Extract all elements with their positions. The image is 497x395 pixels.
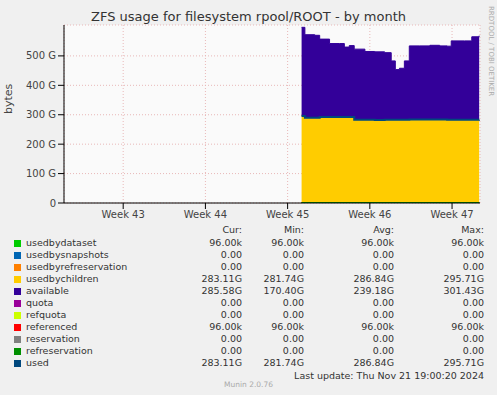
svg-text:400 G: 400 G [26,80,56,91]
html-text:Last update: Thu Nov 21 19:00:: Last update: Thu Nov 21 19:00:20 2024 [294,370,484,381]
html-text:0.00: 0.00 [282,309,304,320]
html-text:96.00k: 96.00k [209,237,242,248]
html-text:0.00: 0.00 [372,297,394,308]
html-text:Munin 2.0.76: Munin 2.0.76 [224,380,273,389]
html-text:0.00: 0.00 [372,261,394,272]
html-text:usedbysnapshots: usedbysnapshots [26,249,109,260]
html-text:Max:: Max: [461,224,484,235]
html-text:0.00: 0.00 [282,249,304,260]
html-text:0.00: 0.00 [462,309,484,320]
html-text:usedbychildren: usedbychildren [26,273,99,284]
html-text:0.00: 0.00 [220,261,242,272]
html-text:0.00: 0.00 [462,261,484,272]
html-text:0.00: 0.00 [282,261,304,272]
html-text:0.00: 0.00 [282,333,304,344]
html-text:usedbyrefreservation: usedbyrefreservation [26,261,128,272]
svg-text:Week 45: Week 45 [266,209,309,220]
html-text:281.74G: 281.74G [263,273,304,284]
html-text:Min:: Min: [283,224,304,235]
svg-text:0: 0 [50,198,56,209]
html-text:Avg:: Avg: [373,224,394,235]
html-text:Cur:: Cur: [222,224,242,235]
html-text:283.11G: 283.11G [201,273,242,284]
svg-text:300 G: 300 G [26,109,56,120]
html-text:96.00k: 96.00k [209,321,242,332]
html-text:available: available [26,285,69,296]
html-text:0.00: 0.00 [282,297,304,308]
html-text:0.00: 0.00 [462,297,484,308]
html-text:ZFS usage for filesystem rpool: ZFS usage for filesystem rpool/ROOT - by… [91,9,406,24]
html-text:used: used [26,357,49,368]
html-text:0.00: 0.00 [220,249,242,260]
html-text:301.43G: 301.43G [443,285,484,296]
svg-text:Week 46: Week 46 [348,209,391,220]
html-text:0.00: 0.00 [462,249,484,260]
html-text:286.84G: 286.84G [353,273,394,284]
html-text:96.00k: 96.00k [271,321,304,332]
html-text:0.00: 0.00 [282,345,304,356]
svg-text:Week 43: Week 43 [102,209,145,220]
html-text:0.00: 0.00 [220,297,242,308]
html-text:quota: quota [26,297,54,308]
svg-text:Week 47: Week 47 [430,209,473,220]
svg-text:100 G: 100 G [26,168,56,179]
svg-text:500 G: 500 G [26,50,56,61]
html-text:285.58G: 285.58G [201,285,242,296]
html-text:96.00k: 96.00k [271,237,304,248]
html-text:0.00: 0.00 [220,345,242,356]
html-text:281.74G: 281.74G [263,357,304,368]
html-text:286.84G: 286.84G [353,357,394,368]
html-text:96.00k: 96.00k [361,321,394,332]
html-text:referenced: referenced [26,321,78,332]
html-text:96.00k: 96.00k [451,321,484,332]
html-text:0.00: 0.00 [220,309,242,320]
html-text:96.00k: 96.00k [361,237,394,248]
html-text:refreservation: refreservation [26,345,93,356]
html-text:96.00k: 96.00k [451,237,484,248]
html-text:239.18G: 239.18G [353,285,394,296]
html-text:refquota: refquota [26,309,67,320]
html-text:295.71G: 295.71G [443,357,484,368]
html-text:0.00: 0.00 [220,333,242,344]
html-text:0.00: 0.00 [372,333,394,344]
html-text:170.40G: 170.40G [263,285,304,296]
html-text:usedbydataset: usedbydataset [26,237,97,248]
svg-text:Week 44: Week 44 [184,209,227,220]
html-text:0.00: 0.00 [372,249,394,260]
html-text:295.71G: 295.71G [443,273,484,284]
html-text:0.00: 0.00 [462,345,484,356]
html-text:reservation: reservation [26,333,80,344]
html-text:0.00: 0.00 [462,333,484,344]
svg-text:200 G: 200 G [26,139,56,150]
html-text:RRDTOOL / TOBI OETIKER: RRDTOOL / TOBI OETIKER [487,6,495,97]
svg-text:bytes: bytes [8,83,15,114]
html-text:283.11G: 283.11G [201,357,242,368]
html-text:0.00: 0.00 [372,345,394,356]
html-text:0.00: 0.00 [372,309,394,320]
